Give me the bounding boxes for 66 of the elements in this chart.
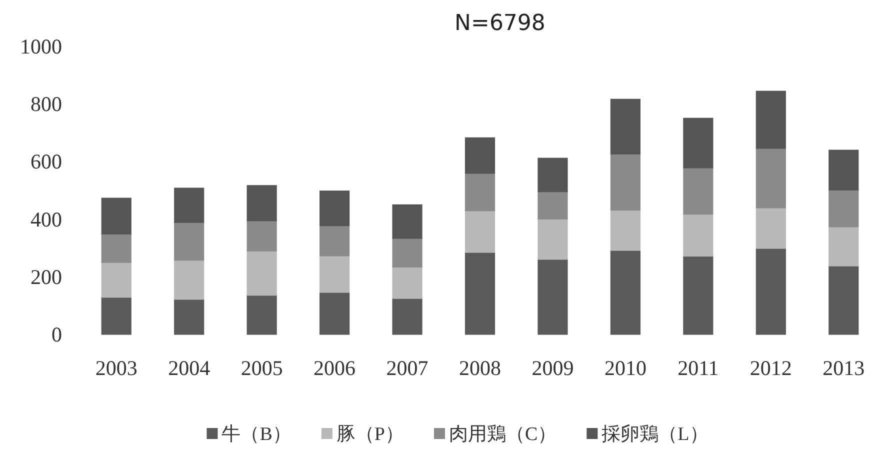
y-tick-label: 1000 xyxy=(20,34,62,59)
bar xyxy=(756,248,786,335)
bar xyxy=(320,292,350,335)
bar xyxy=(174,188,204,223)
bar xyxy=(828,189,859,228)
x-tick-label: 2011 xyxy=(678,356,719,380)
bar xyxy=(464,210,496,253)
bar xyxy=(101,233,132,263)
bar xyxy=(756,207,786,249)
x-tick-label: 2008 xyxy=(459,356,501,380)
bar xyxy=(101,296,132,335)
y-tick-label: 800 xyxy=(30,92,62,116)
legend-label: 豚（P） xyxy=(336,424,404,445)
bar xyxy=(610,210,640,251)
bar xyxy=(246,220,277,252)
bar xyxy=(756,148,786,208)
y-tick-label: 600 xyxy=(30,150,62,174)
bar xyxy=(683,214,714,257)
x-tick-label: 2005 xyxy=(240,356,283,380)
bar xyxy=(101,262,132,298)
bar xyxy=(464,252,496,335)
legend-label: 採卵鶏（L） xyxy=(602,424,708,445)
bar xyxy=(610,153,640,211)
bar xyxy=(538,258,568,335)
bar xyxy=(392,204,422,239)
chart-title: N=6798 xyxy=(454,11,546,36)
bar xyxy=(828,226,859,266)
bar xyxy=(174,260,204,300)
bar xyxy=(683,118,714,168)
legend-label: 牛（B） xyxy=(222,424,292,445)
legend-label: 肉用鶏（C） xyxy=(448,424,557,445)
bar xyxy=(174,222,204,261)
bar xyxy=(392,298,422,335)
x-tick-label: 2012 xyxy=(750,356,792,380)
bar xyxy=(174,298,204,335)
y-tick-label: 200 xyxy=(30,264,62,289)
bar xyxy=(756,90,786,149)
x-tick-label: 2004 xyxy=(168,356,211,380)
bar xyxy=(683,167,714,215)
bar xyxy=(246,185,277,222)
bar xyxy=(610,250,640,335)
bar xyxy=(683,256,714,335)
x-tick-label: 2006 xyxy=(314,356,356,380)
bar xyxy=(392,266,422,299)
bar xyxy=(320,255,350,293)
bar xyxy=(320,225,350,256)
bar xyxy=(828,265,859,335)
bar xyxy=(538,158,568,192)
x-tick-label: 2009 xyxy=(532,356,574,380)
bar xyxy=(610,98,640,154)
bar xyxy=(392,238,422,268)
bar xyxy=(320,190,350,226)
bar xyxy=(464,172,496,212)
y-tick-label: 0 xyxy=(52,322,62,346)
bar xyxy=(828,150,859,190)
bar xyxy=(246,294,277,335)
bar xyxy=(538,218,568,260)
bar xyxy=(464,137,496,174)
bar xyxy=(246,250,277,296)
x-tick-label: 2007 xyxy=(386,356,428,380)
x-tick-label: 2003 xyxy=(95,356,138,380)
x-tick-label: 2010 xyxy=(604,356,646,380)
x-tick-label: 2013 xyxy=(822,356,865,380)
y-tick-label: 400 xyxy=(30,207,62,232)
bar xyxy=(538,191,568,220)
bar xyxy=(101,198,132,234)
